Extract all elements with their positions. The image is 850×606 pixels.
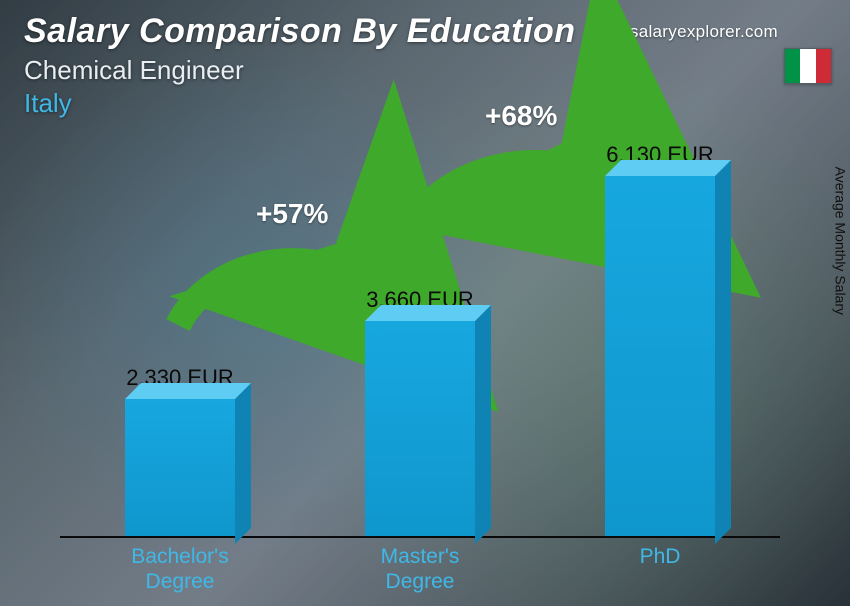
bar-group-1: 3,660 EUR [320,287,520,536]
category-label-1: Master'sDegree [320,544,520,594]
flag-stripe-red [816,49,831,83]
flag-stripe-white [800,49,815,83]
italy-flag-icon [784,48,832,84]
bar-side-face [475,305,491,544]
category-label-0: Bachelor'sDegree [80,544,280,594]
bar-side-face [715,160,731,544]
bar-top-face [365,305,491,321]
bar-2 [605,176,715,536]
bar-side-face [235,383,251,544]
brand-label: salaryexplorer.com [630,22,778,42]
flag-stripe-green [785,49,800,83]
subtitle: Chemical Engineer [24,55,826,86]
bar-chart: 2,330 EUR3,660 EUR6,130 EUR [60,98,780,538]
bar-1 [365,321,475,536]
bar-top-face [125,383,251,399]
y-axis-label: Average Monthly Salary [832,167,848,315]
bar-0 [125,399,235,536]
infographic-canvas: Salary Comparison By Education Chemical … [0,0,850,606]
bar-front-face [605,176,715,536]
bar-group-0: 2,330 EUR [80,365,280,536]
bar-front-face [365,321,475,536]
bar-group-2: 6,130 EUR [560,142,760,536]
bar-front-face [125,399,235,536]
category-label-2: PhD [560,544,760,594]
category-labels: Bachelor'sDegree Master'sDegree PhD [60,544,780,594]
bar-top-face [605,160,731,176]
bars-container: 2,330 EUR3,660 EUR6,130 EUR [60,98,780,536]
